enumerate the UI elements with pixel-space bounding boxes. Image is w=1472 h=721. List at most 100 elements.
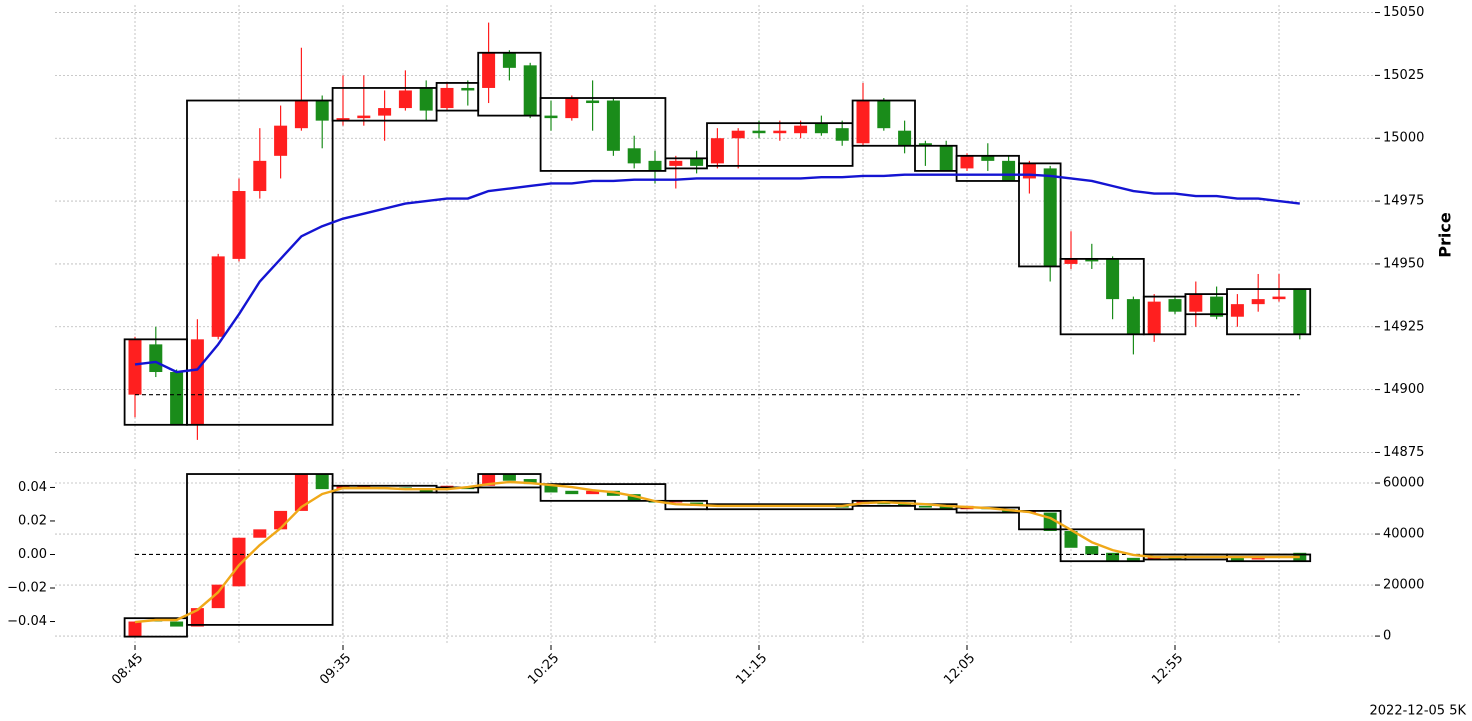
x-tick-label: 09:35 bbox=[317, 651, 354, 688]
candle-body bbox=[918, 143, 932, 146]
x-tick-label: 12:55 bbox=[1149, 651, 1186, 688]
candle-body bbox=[898, 130, 912, 146]
y-tick-label: 14975 bbox=[1383, 194, 1424, 209]
candle-body bbox=[232, 537, 246, 587]
candle-body bbox=[378, 108, 392, 116]
candle-body bbox=[523, 479, 537, 485]
y-tick-label: 0.02 bbox=[18, 513, 47, 528]
candle-body bbox=[731, 130, 745, 139]
candle-body bbox=[502, 474, 516, 481]
range-box bbox=[1059, 528, 1145, 563]
candle-body bbox=[710, 138, 724, 164]
y-tick-label: −0.02 bbox=[7, 581, 47, 596]
candle-body bbox=[1168, 299, 1182, 312]
candle-body bbox=[1126, 299, 1140, 335]
candle-body bbox=[315, 100, 329, 121]
y-tick-label: −0.04 bbox=[7, 614, 47, 629]
candle-body bbox=[939, 505, 953, 510]
candle-body bbox=[544, 115, 558, 119]
candle-body bbox=[336, 118, 350, 121]
range-box bbox=[1018, 162, 1062, 268]
range-box bbox=[477, 473, 542, 489]
range-box bbox=[477, 51, 542, 117]
candle-body bbox=[253, 160, 267, 192]
candle-body bbox=[1230, 556, 1244, 562]
candle-body bbox=[606, 100, 620, 151]
candle-body bbox=[1126, 557, 1140, 562]
range-box bbox=[123, 617, 188, 638]
footer: 2022-12-05 5K bbox=[1370, 704, 1467, 719]
candle-body bbox=[294, 474, 308, 511]
candle-body bbox=[419, 489, 433, 493]
y-tick-label: 14875 bbox=[1383, 445, 1424, 460]
candle-body bbox=[440, 87, 454, 109]
candle-body bbox=[149, 344, 163, 373]
y2-tick-label: 0 bbox=[1383, 629, 1391, 644]
candle-body bbox=[1022, 163, 1036, 179]
candle-body bbox=[398, 90, 412, 109]
candle-body bbox=[253, 529, 267, 538]
candle-body bbox=[1147, 301, 1161, 335]
y2-tick-label: 20000 bbox=[1383, 578, 1424, 593]
candle-body bbox=[211, 256, 225, 337]
candle-body bbox=[565, 98, 579, 119]
candle-body bbox=[877, 100, 891, 129]
y2-tick-label: 60000 bbox=[1383, 476, 1424, 491]
candle-body bbox=[1106, 552, 1120, 562]
candle-body bbox=[1064, 531, 1078, 548]
x-tick-label: 12:05 bbox=[941, 651, 978, 688]
candle-body bbox=[752, 130, 766, 134]
candle-body bbox=[128, 621, 142, 637]
range-box bbox=[186, 99, 334, 426]
candle-body bbox=[1210, 296, 1224, 317]
y-tick-label: 0.04 bbox=[18, 480, 47, 495]
y-tick-label: 0.00 bbox=[18, 547, 47, 562]
range-box bbox=[186, 473, 334, 626]
candle-body bbox=[794, 125, 808, 134]
candle-body bbox=[627, 494, 641, 501]
x-tick-label: 10:25 bbox=[525, 651, 562, 688]
x-tick-label: 08:45 bbox=[109, 651, 146, 688]
candle-body bbox=[128, 339, 142, 395]
y-tick-label: 15000 bbox=[1383, 131, 1424, 146]
candle-body bbox=[1002, 160, 1016, 181]
candle-body bbox=[357, 115, 371, 119]
candle-body bbox=[1189, 294, 1203, 312]
candle-body bbox=[918, 505, 932, 508]
indicator-line bbox=[134, 480, 1300, 624]
candle-body bbox=[315, 474, 329, 490]
candle-body bbox=[1293, 289, 1307, 335]
indicator-line bbox=[134, 173, 1300, 374]
candle-body bbox=[565, 490, 579, 495]
range-box bbox=[1226, 288, 1312, 336]
x-tick-label: 11:15 bbox=[733, 651, 770, 688]
candle-body bbox=[232, 191, 246, 259]
candle-body bbox=[1085, 258, 1099, 262]
candle-body bbox=[856, 100, 870, 144]
y2-tick-label: 40000 bbox=[1383, 527, 1424, 542]
candle-body bbox=[1043, 168, 1057, 267]
candle-body bbox=[211, 584, 225, 609]
candle-body bbox=[586, 490, 600, 495]
candle-body bbox=[1230, 304, 1244, 317]
candle-body bbox=[544, 484, 558, 493]
candle-body bbox=[1251, 299, 1265, 305]
range-box bbox=[851, 99, 916, 147]
y-tick-label: 14925 bbox=[1383, 319, 1424, 334]
candle-body bbox=[1064, 258, 1078, 264]
candle-body bbox=[461, 87, 475, 91]
candle-body bbox=[170, 621, 184, 627]
candle-body bbox=[523, 65, 537, 116]
candle-body bbox=[669, 160, 683, 166]
candle-body bbox=[190, 339, 204, 425]
candle-body bbox=[482, 52, 496, 88]
candle-body bbox=[835, 128, 849, 141]
candle-body bbox=[1085, 546, 1099, 555]
y-tick-label: 15025 bbox=[1383, 68, 1424, 83]
candle-body bbox=[586, 100, 600, 104]
candle-body bbox=[981, 155, 995, 161]
candle-body bbox=[482, 474, 496, 486]
candle-body bbox=[814, 123, 828, 134]
candle-body bbox=[648, 160, 662, 171]
